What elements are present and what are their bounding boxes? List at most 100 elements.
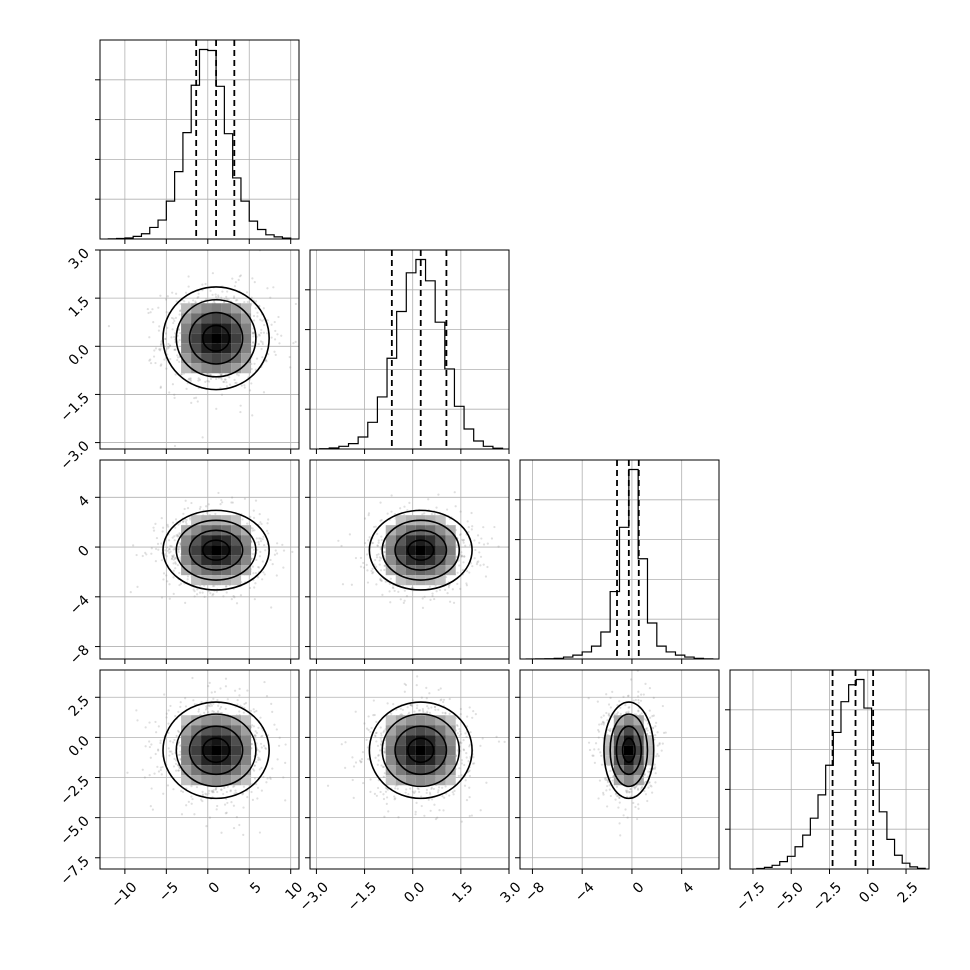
x-tick-label: 5 xyxy=(247,879,265,897)
density-cell xyxy=(211,755,222,766)
scatter-point xyxy=(201,793,205,796)
scatter-point xyxy=(197,292,200,295)
scatter-point xyxy=(337,539,340,542)
scatter-point xyxy=(380,734,383,737)
scatter-point xyxy=(207,711,210,714)
density-cell xyxy=(191,555,202,566)
scatter-point xyxy=(218,707,222,710)
density-cell xyxy=(191,353,202,364)
scatter-point xyxy=(200,701,203,704)
scatter-point xyxy=(374,735,377,738)
scatter-point xyxy=(260,347,263,351)
scatter-point xyxy=(182,512,185,515)
scatter-point xyxy=(248,389,252,392)
scatter-point xyxy=(180,813,184,816)
panel-content xyxy=(126,676,287,836)
scatter-point xyxy=(226,801,229,805)
scatter-point xyxy=(383,751,386,754)
scatter-point xyxy=(443,796,446,799)
scatter-point xyxy=(419,709,422,712)
density-cell xyxy=(201,303,212,314)
scatter-point xyxy=(404,791,407,794)
scatter-point xyxy=(408,711,411,714)
scatter-point xyxy=(258,555,261,558)
scatter-point xyxy=(173,393,176,396)
scatter-point xyxy=(376,744,380,748)
scatter-point xyxy=(374,565,378,568)
scatter-point xyxy=(164,337,167,341)
scatter-point xyxy=(154,347,158,350)
scatter-point xyxy=(354,710,357,713)
density-cell xyxy=(405,525,416,536)
scatter-point xyxy=(219,503,222,506)
scatter-point xyxy=(233,784,236,788)
scatter-point xyxy=(434,708,437,711)
scatter-point xyxy=(344,741,347,744)
scatter-point xyxy=(409,787,412,790)
scatter-point xyxy=(274,549,277,552)
scatter-point xyxy=(220,296,223,299)
scatter-point xyxy=(159,364,162,367)
scatter-point xyxy=(467,530,470,534)
scatter-point xyxy=(251,527,254,530)
scatter-point xyxy=(196,400,199,403)
density-cell xyxy=(231,303,242,314)
scatter-point xyxy=(160,517,163,520)
scatter-point xyxy=(173,556,176,559)
scatter-point xyxy=(274,329,277,333)
scatter-point xyxy=(472,709,475,713)
scatter-point xyxy=(184,705,188,708)
scatter-point xyxy=(184,291,188,294)
scatter-point xyxy=(204,792,207,795)
scatter-point xyxy=(189,377,192,380)
scatter-point xyxy=(145,553,148,556)
scatter-point xyxy=(192,699,195,702)
scatter-point xyxy=(400,713,403,716)
scatter-point xyxy=(160,773,163,776)
density-cell xyxy=(211,363,222,374)
scatter-point xyxy=(166,295,169,298)
panel-content xyxy=(129,491,294,609)
density-cell xyxy=(405,545,416,556)
scatter-point xyxy=(177,769,180,772)
scatter-point xyxy=(476,561,479,564)
scatter-point xyxy=(231,501,234,504)
scatter-point xyxy=(294,340,297,343)
scatter-point xyxy=(421,709,425,712)
scatter-point xyxy=(435,590,438,593)
scatter-point xyxy=(251,277,254,280)
density-cell xyxy=(201,745,212,756)
y-tick-label: 3.0 xyxy=(66,246,93,273)
scatter-point xyxy=(223,786,226,790)
scatter-point xyxy=(471,565,474,568)
scatter-point xyxy=(513,506,515,508)
scatter-point xyxy=(269,558,272,562)
scatter-point xyxy=(470,814,473,817)
scatter-point xyxy=(354,556,358,560)
scatter-point xyxy=(259,521,262,524)
scatter-point xyxy=(177,535,180,538)
scatter-point xyxy=(253,586,256,589)
scatter-point xyxy=(170,545,173,548)
density-cell xyxy=(221,715,232,726)
y-tick-label: −2.5 xyxy=(57,773,92,808)
scatter-point xyxy=(149,362,153,365)
density-cell xyxy=(385,545,396,556)
scatter-point xyxy=(460,762,463,765)
density-cell xyxy=(405,715,416,726)
scatter-point xyxy=(238,687,241,690)
scatter-point xyxy=(434,817,438,821)
scatter-point xyxy=(206,379,209,382)
scatter-point xyxy=(251,414,254,417)
scatter-point xyxy=(229,789,232,792)
scatter-point xyxy=(259,340,263,343)
scatter-point xyxy=(170,750,173,753)
scatter-point xyxy=(418,790,421,794)
scatter-point xyxy=(379,790,382,794)
scatter-point xyxy=(368,536,371,539)
density-cell xyxy=(231,775,242,786)
scatter-point xyxy=(256,311,259,314)
scatter-point xyxy=(277,744,281,747)
scatter-point xyxy=(174,562,177,565)
scatter-point xyxy=(232,826,236,830)
